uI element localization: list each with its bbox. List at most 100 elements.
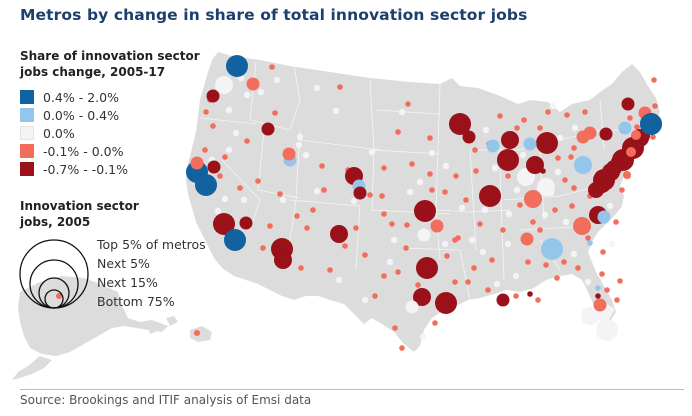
metro-bubble-albuquerque	[330, 225, 348, 243]
metro-dot-neutral	[279, 196, 287, 204]
metro-dot-loss	[452, 279, 458, 285]
size-legend-title-line2: jobs, 2005	[20, 215, 91, 229]
metro-bubble-omaha	[418, 203, 432, 217]
metro-dot-loss	[600, 249, 606, 255]
metro-dot-loss	[568, 154, 574, 160]
metro-dot-loss	[429, 187, 435, 193]
metro-dot-loss	[477, 221, 483, 227]
metro-dot-neutral	[556, 134, 564, 142]
metro-dot-loss	[237, 185, 243, 191]
metro-bubble-eugene	[206, 89, 220, 103]
metro-dot-neutral	[493, 280, 501, 288]
metro-dot-neutral	[295, 141, 303, 149]
metro-bubble-austin	[413, 288, 431, 306]
metro-bubble-san-antonio	[405, 300, 419, 314]
metro-bubble-cleveland	[526, 156, 544, 174]
metro-dot-loss	[634, 124, 640, 130]
metro-dot-loss	[379, 193, 385, 199]
metro-dot-loss	[427, 171, 433, 177]
size-legend-title-line1: Innovation sector	[20, 199, 139, 213]
legend-item-strong-loss: -0.7% - -0.1%	[20, 161, 128, 177]
legend-label: -0.7% - -0.1%	[43, 161, 128, 177]
metro-dot-loss	[530, 219, 536, 225]
metro-dot-neutral	[458, 204, 466, 212]
metro-bubble-boise	[261, 122, 275, 136]
metro-dot-loss	[535, 297, 541, 303]
metro-bubble-atlanta	[541, 238, 563, 260]
metro-dot-loss	[497, 113, 503, 119]
metro-dot-loss	[489, 257, 495, 263]
legend-swatch-strong-gain	[20, 90, 34, 104]
metro-dot-loss	[405, 101, 411, 107]
metro-dot-loss	[571, 145, 577, 151]
corridor-loss-dot-3	[623, 171, 631, 179]
metro-dot-loss	[381, 165, 387, 171]
metro-dot-neutral	[442, 162, 450, 170]
metro-dot-loss	[395, 269, 401, 275]
metro-bubble-seattle	[226, 55, 248, 77]
metro-dot-neutral	[482, 126, 490, 134]
metro-bubble-milwaukee	[501, 131, 519, 149]
metro-bubble-chicago	[497, 149, 519, 171]
metro-dot-loss	[304, 225, 310, 231]
legend-label: -0.1% - 0.0%	[43, 143, 124, 159]
metro-dot-loss	[521, 117, 527, 123]
metro-bubble-ogden	[282, 147, 296, 161]
metro-bubble-st-louis	[479, 185, 501, 207]
metro-bubble-tulsa	[417, 228, 431, 242]
metro-dot-loss	[353, 225, 359, 231]
size-circle-next5	[29, 259, 79, 309]
metro-dot-loss	[514, 125, 520, 131]
land-hawaii	[190, 326, 212, 342]
metro-bubble-miami	[596, 319, 618, 341]
metro-dot-neutral	[368, 148, 376, 156]
metro-dot-loss	[513, 293, 519, 299]
metro-dot-neutral	[584, 278, 592, 286]
footer-divider	[20, 389, 684, 390]
metro-dot-neutral	[512, 272, 520, 280]
metro-dot-neutral	[513, 186, 521, 194]
metro-dot-neutral	[350, 197, 358, 205]
metro-dot-loss	[555, 155, 561, 161]
metro-bubble-albany	[618, 121, 632, 135]
metro-dot-loss	[545, 109, 551, 115]
metro-dot-loss	[561, 259, 567, 265]
metro-dot-neutral	[296, 133, 304, 141]
metro-dot-neutral	[549, 102, 557, 110]
metro-dot-neutral	[221, 195, 229, 203]
metro-dot-loss	[613, 219, 619, 225]
color-legend-title-line2: jobs change, 2005-17	[20, 65, 166, 79]
metro-bubble-oklahoma-city	[430, 219, 444, 233]
metro-bubble-portland	[215, 76, 233, 94]
metro-bubble-jacksonville	[593, 298, 607, 312]
metro-bubble-san-jose	[195, 174, 217, 196]
metro-dot-loss	[277, 191, 283, 197]
metro-dot-neutral	[214, 207, 222, 215]
metro-dot-neutral	[243, 91, 251, 99]
metro-dot-gain	[595, 285, 601, 291]
metro-bubble-santa-rosa	[190, 156, 204, 170]
metro-dot-loss	[472, 147, 478, 153]
bubble-layer	[56, 55, 662, 351]
metro-dot-loss	[367, 192, 373, 198]
metro-dot-neutral	[332, 107, 340, 115]
metro-dot-neutral	[406, 188, 414, 196]
metro-dot-neutral	[479, 248, 487, 256]
land-alaska	[18, 276, 168, 356]
metro-dot-loss	[453, 173, 459, 179]
metro-bubble-buffalo	[576, 130, 590, 144]
metro-bubble-san-diego	[224, 229, 246, 251]
metro-dot-neutral	[257, 88, 265, 96]
legend-swatch-gain	[20, 108, 34, 122]
metro-dot-loss	[427, 135, 433, 141]
size-circle-top5	[19, 239, 89, 309]
legend-item-gain: 0.0% - 0.4%	[20, 108, 119, 123]
metro-dot-neutral	[608, 240, 616, 248]
metro-dot-loss	[409, 161, 415, 167]
metro-bubble-columbus	[537, 178, 555, 196]
metro-dot-loss	[399, 345, 405, 351]
metro-bubble-colorado-springs	[353, 186, 367, 200]
metro-dot-loss	[650, 134, 656, 140]
metro-dot-loss	[269, 64, 275, 70]
